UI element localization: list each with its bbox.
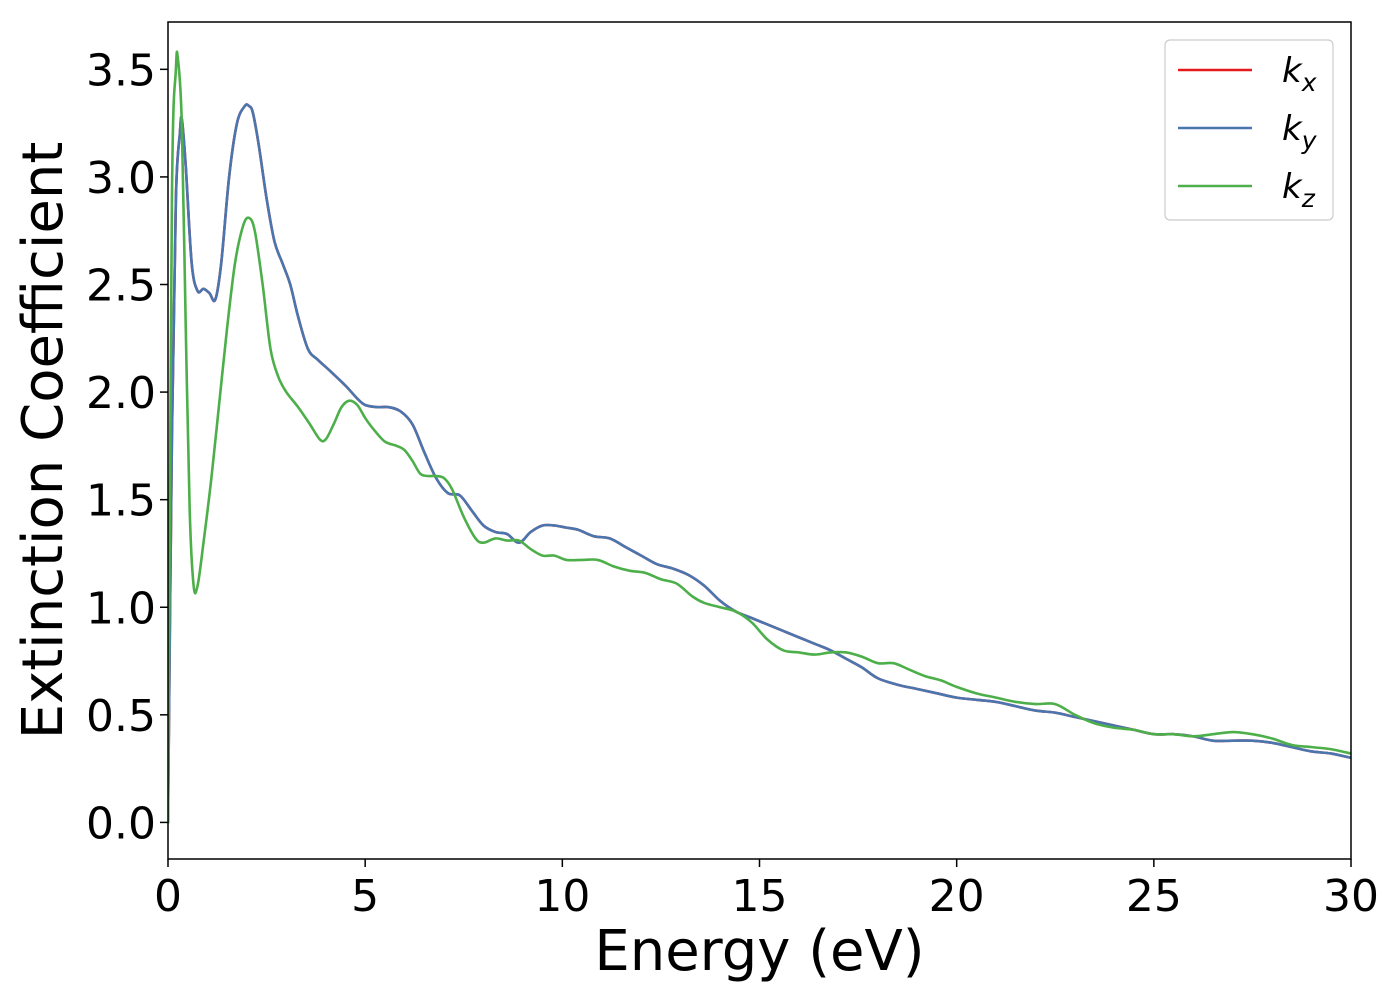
series-line-kz [168, 50, 1351, 824]
x-tick-label: 25 [1126, 871, 1182, 922]
legend-label-main: k [1282, 167, 1303, 207]
y-tick-label: 1.5 [86, 476, 156, 527]
legend-label-main: k [1282, 109, 1303, 149]
x-tick-label: 20 [929, 871, 985, 922]
y-tick-label: 0.0 [86, 798, 156, 849]
legend-label-kz: kz [1282, 167, 1316, 213]
y-axis-ticks: 0.0 0.5 1.0 1.5 2.0 2.5 3.0 3.5 [86, 45, 168, 849]
series-layer [168, 50, 1351, 824]
y-tick-label: 1.0 [86, 583, 156, 634]
x-axis-title: Energy (eV) [594, 919, 924, 984]
y-tick-label: 2.5 [86, 261, 156, 312]
x-tick-label: 30 [1323, 871, 1379, 922]
x-axis-ticks: 0 5 10 15 20 25 30 [154, 859, 1379, 922]
y-tick-label: 0.5 [86, 691, 156, 742]
legend-label-ky: ky [1282, 109, 1318, 155]
y-tick-label: 2.0 [86, 368, 156, 419]
x-tick-label: 10 [534, 871, 590, 922]
legend-label-kx: kx [1282, 51, 1317, 97]
y-tick-label: 3.0 [86, 153, 156, 204]
series-line-ky [168, 103, 1351, 824]
legend-label-subscript: z [1301, 184, 1316, 213]
legend-label-subscript: y [1301, 126, 1318, 155]
x-tick-label: 0 [154, 871, 182, 922]
x-tick-label: 15 [732, 871, 788, 922]
y-tick-label: 3.5 [86, 45, 156, 96]
legend-box [1164, 39, 1334, 221]
x-tick-label: 5 [351, 871, 379, 922]
y-axis-title: Extinction Coefficient [11, 142, 76, 740]
legend-label-subscript: x [1301, 68, 1317, 97]
legend-label-main: k [1282, 51, 1303, 91]
